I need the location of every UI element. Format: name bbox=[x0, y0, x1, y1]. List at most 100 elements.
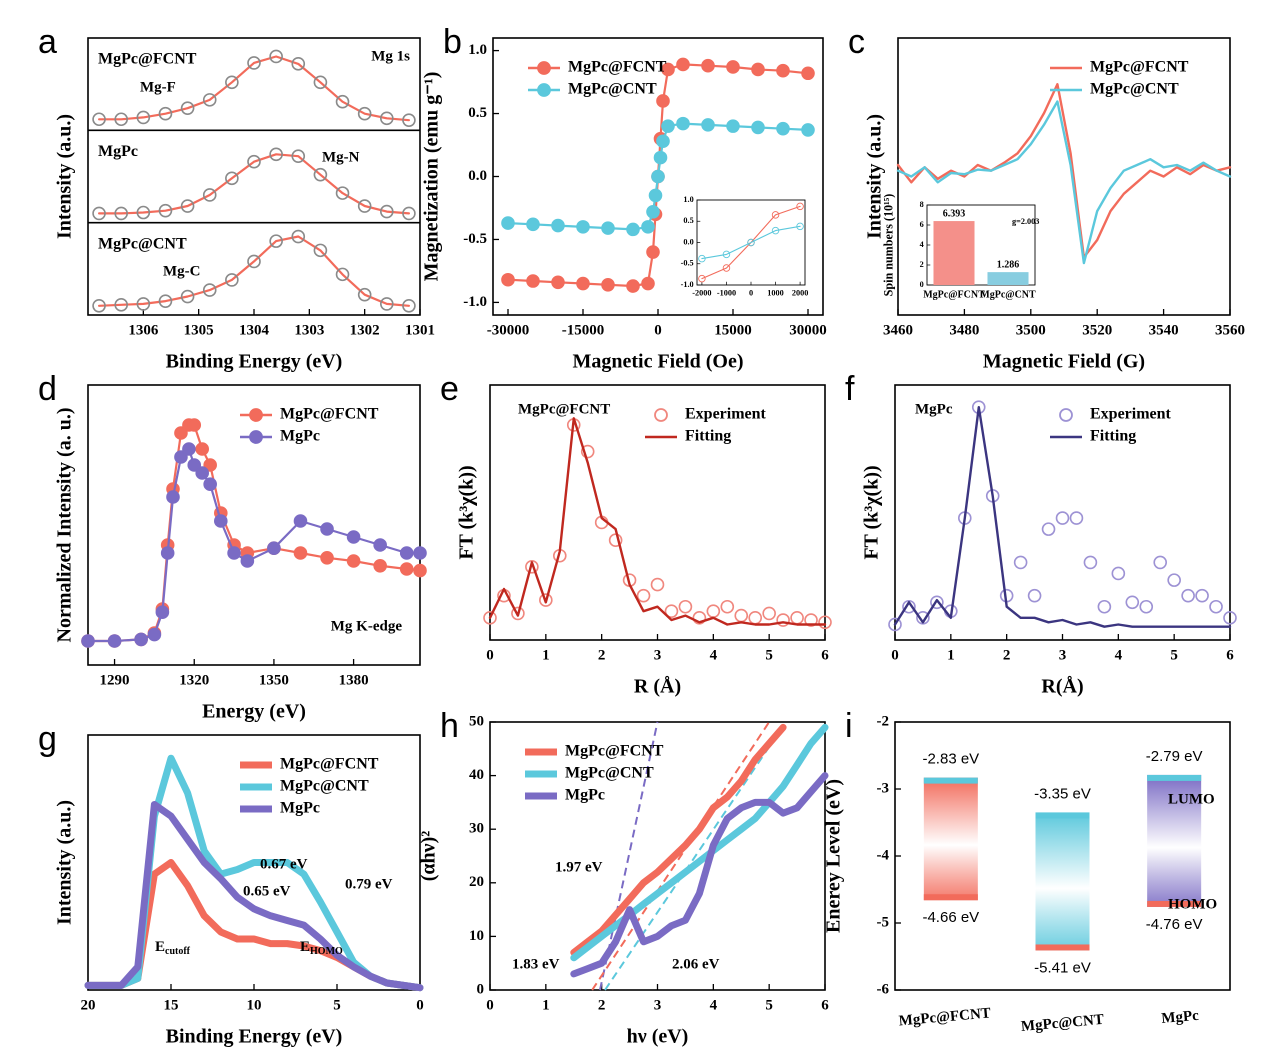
x-tick-label: MgPc@CNT bbox=[980, 289, 1036, 300]
y-tick-label: 50 bbox=[469, 713, 484, 729]
legend-label: Experiment bbox=[1090, 406, 1172, 423]
data-point bbox=[526, 274, 540, 288]
y-tick-label: 0 bbox=[477, 981, 485, 997]
data-point bbox=[267, 541, 281, 556]
data-point bbox=[525, 560, 539, 574]
x-tick-label: 1304 bbox=[239, 322, 270, 338]
legend-label: MgPc@CNT bbox=[565, 765, 654, 782]
data-point bbox=[664, 604, 679, 618]
annotation: MgPc bbox=[915, 401, 953, 417]
data-point bbox=[202, 93, 217, 107]
data-point bbox=[158, 294, 173, 308]
y-axis-label: FT (k³χ(k)) bbox=[861, 465, 883, 559]
x-tick-label: -2000 bbox=[692, 289, 711, 298]
x-tick-label: 15000 bbox=[714, 322, 752, 338]
legend-marker bbox=[249, 430, 263, 444]
annotation: Mg-C bbox=[163, 263, 201, 279]
data-point bbox=[576, 220, 590, 234]
subpanel-label: MgPc@CNT bbox=[98, 235, 187, 252]
data-point bbox=[293, 546, 308, 560]
y-tick-label: -5 bbox=[877, 914, 890, 930]
data-point bbox=[1125, 595, 1140, 610]
data-point bbox=[247, 56, 261, 70]
data-point bbox=[399, 546, 414, 560]
legend-label: Fitting bbox=[1090, 428, 1136, 445]
data-point bbox=[771, 211, 780, 219]
annotation: MgPc@FCNT bbox=[518, 401, 610, 417]
data-point bbox=[626, 222, 640, 237]
annotation: 1.83 eV bbox=[512, 956, 560, 972]
lumo-label: -3.35 eV bbox=[1034, 785, 1091, 802]
data-point bbox=[751, 120, 765, 135]
y-tick-label: 10 bbox=[469, 928, 484, 944]
y-axis-label: Spin numbers (10¹⁵) bbox=[881, 194, 895, 297]
data-point bbox=[373, 538, 387, 552]
y-tick-label: 30 bbox=[469, 821, 484, 837]
annotation: Mg-F bbox=[140, 79, 176, 95]
x-tick-label: 1306 bbox=[128, 322, 159, 338]
y-tick-label: -1.0 bbox=[463, 294, 487, 310]
legend-marker bbox=[537, 61, 551, 75]
lumo-label: -2.79 eV bbox=[1146, 748, 1203, 765]
data-point bbox=[641, 276, 655, 291]
data-point bbox=[147, 627, 162, 642]
x-tick-label: 0 bbox=[891, 647, 899, 663]
legend-label: Experiment bbox=[685, 406, 767, 423]
data-point bbox=[320, 522, 334, 536]
data-point bbox=[796, 202, 804, 211]
x-tick-label: 3500 bbox=[1016, 322, 1046, 338]
annotation: Mg K-edge bbox=[331, 618, 403, 634]
legend-label: MgPc@FCNT bbox=[280, 406, 379, 423]
data-point bbox=[776, 613, 790, 627]
data-point bbox=[501, 216, 515, 230]
x-tick-label: 0 bbox=[486, 647, 494, 663]
data-point bbox=[379, 111, 394, 126]
x-tick-label: -1000 bbox=[717, 289, 736, 298]
legend-label: MgPc@CNT bbox=[568, 81, 657, 98]
legend-label: MgPc@FCNT bbox=[568, 59, 667, 76]
x-tick-label: 1303 bbox=[294, 322, 324, 338]
data-point bbox=[402, 113, 416, 127]
data-point bbox=[187, 418, 202, 432]
data-point bbox=[187, 458, 202, 472]
homo-label: -5.41 eV bbox=[1034, 959, 1091, 976]
y-tick-label: 4 bbox=[920, 240, 924, 249]
data-point bbox=[379, 297, 394, 311]
x-tick-label: MgPc@FCNT bbox=[923, 289, 985, 300]
y-tick-label: -1.0 bbox=[681, 280, 694, 289]
data-point bbox=[601, 221, 615, 235]
annotation-main: E bbox=[300, 939, 310, 955]
x-tick-label: 0 bbox=[416, 997, 424, 1013]
subpanel-label: MgPc bbox=[98, 143, 138, 160]
x-tick-label: 2 bbox=[1003, 647, 1011, 663]
x-tick-label: -15000 bbox=[562, 322, 605, 338]
x-axis-label: Binding Energy (eV) bbox=[166, 1026, 343, 1048]
data-point bbox=[796, 222, 804, 231]
x-tick-label: -30000 bbox=[487, 322, 530, 338]
data-point bbox=[158, 203, 173, 218]
x-tick-label: 4 bbox=[710, 997, 718, 1013]
data-point bbox=[726, 60, 740, 74]
data-point bbox=[771, 226, 780, 235]
legend-label: MgPc bbox=[280, 428, 320, 445]
y-tick-label: 0 bbox=[920, 280, 924, 289]
series-line bbox=[570, 772, 829, 978]
homo-cap bbox=[1035, 944, 1090, 951]
data-point bbox=[698, 274, 706, 283]
data-point bbox=[195, 466, 210, 480]
y-tick-label: -3 bbox=[877, 780, 890, 796]
data-point bbox=[357, 106, 372, 121]
x-tick-label: MgPc@FCNT bbox=[898, 1005, 991, 1029]
data-point bbox=[136, 110, 151, 125]
data-point bbox=[225, 75, 239, 90]
annotation: HOMO bbox=[1168, 896, 1217, 912]
data-point bbox=[174, 450, 188, 464]
x-axis-label: hν (eV) bbox=[627, 1026, 689, 1048]
panel-label: f bbox=[845, 370, 855, 408]
data-point bbox=[646, 245, 660, 259]
data-point bbox=[747, 238, 755, 247]
data-point bbox=[402, 206, 416, 221]
data-point bbox=[580, 444, 595, 459]
